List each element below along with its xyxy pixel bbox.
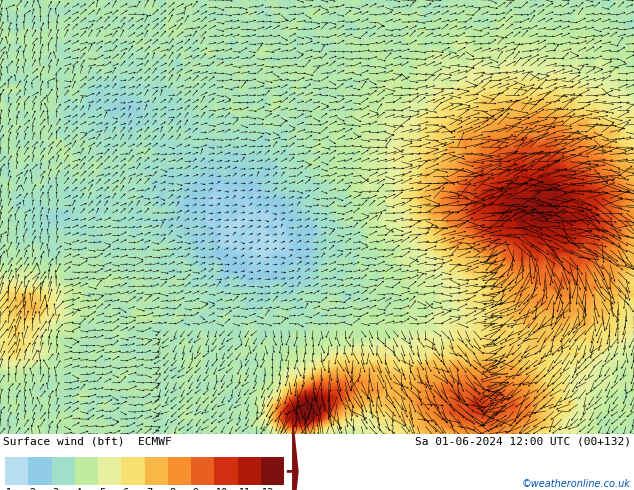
Text: 11: 11 [238, 489, 251, 490]
Bar [238, 457, 261, 486]
Bar [98, 457, 121, 486]
Bar [51, 457, 75, 486]
Text: 7: 7 [146, 489, 152, 490]
Bar [145, 457, 168, 486]
Text: 12: 12 [262, 489, 275, 490]
Text: 6: 6 [122, 489, 129, 490]
Text: ©weatheronline.co.uk: ©weatheronline.co.uk [522, 479, 631, 489]
Text: 8: 8 [169, 489, 175, 490]
Bar [121, 457, 145, 486]
Text: 10: 10 [216, 489, 228, 490]
Bar [75, 457, 98, 486]
Bar [261, 457, 284, 486]
Bar [29, 457, 51, 486]
Bar [191, 457, 214, 486]
Text: 4: 4 [76, 489, 82, 490]
Text: 1: 1 [6, 489, 12, 490]
Text: 2: 2 [29, 489, 36, 490]
Text: 3: 3 [53, 489, 59, 490]
Text: Sa 01-06-2024 12:00 UTC (00+132): Sa 01-06-2024 12:00 UTC (00+132) [415, 437, 631, 446]
Text: 9: 9 [192, 489, 198, 490]
Bar [168, 457, 191, 486]
Text: 5: 5 [99, 489, 105, 490]
Text: Surface wind (bft)  ECMWF: Surface wind (bft) ECMWF [3, 437, 172, 446]
Bar [5, 457, 29, 486]
Bar [214, 457, 238, 486]
